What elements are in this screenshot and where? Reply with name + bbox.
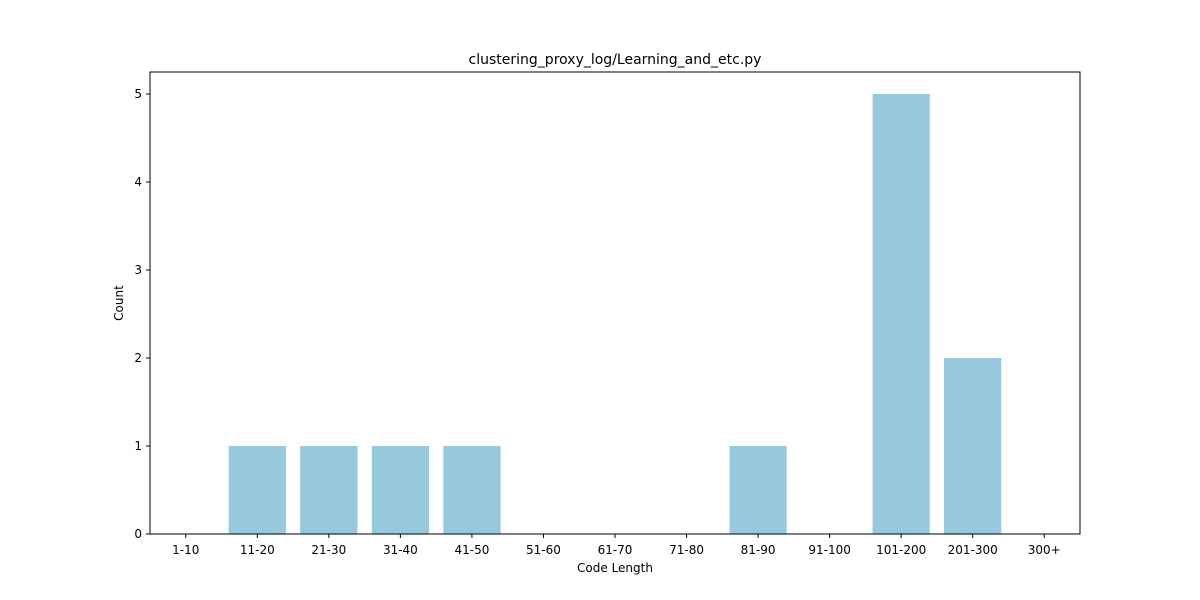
chart-title: clustering_proxy_log/Learning_and_etc.py <box>469 52 762 68</box>
y-tick-label: 2 <box>134 351 142 365</box>
x-tick-label: 31-40 <box>383 543 418 557</box>
x-tick-label: 41-50 <box>454 543 489 557</box>
bar-31-40 <box>371 446 429 534</box>
x-tick-label: 71-80 <box>669 543 704 557</box>
x-tick-label: 91-100 <box>808 543 851 557</box>
bar-41-50 <box>443 446 501 534</box>
x-tick-label: 300+ <box>1028 543 1061 557</box>
x-tick-label: 101-200 <box>876 543 926 557</box>
bar-201-300 <box>944 358 1002 534</box>
y-tick-label: 0 <box>134 527 142 541</box>
y-tick-label: 3 <box>134 263 142 277</box>
x-axis-ticks: 1-10 11-20 21-30 31-40 41-50 51-60 61-70 71-80 8… <box>172 534 1061 557</box>
bar-101-200 <box>872 94 930 534</box>
plot-area-frame <box>149 71 1081 535</box>
y-tick-label: 1 <box>134 439 142 453</box>
x-tick-label: 61-70 <box>598 543 633 557</box>
bar-series <box>228 94 1002 534</box>
bar-21-30 <box>300 446 358 534</box>
x-axis-label: Code Length <box>577 561 653 575</box>
bar-11-20 <box>228 446 286 534</box>
x-tick-label: 201-300 <box>948 543 998 557</box>
x-tick-label: 81-90 <box>741 543 776 557</box>
y-tick-label: 4 <box>134 175 142 189</box>
y-tick-label: 5 <box>134 87 142 101</box>
x-tick-label: 1-10 <box>172 543 199 557</box>
y-axis-ticks: 0 1 2 3 4 5 <box>134 87 150 541</box>
x-tick-label: 21-30 <box>311 543 346 557</box>
bar-81-90 <box>729 446 787 534</box>
y-axis-label: Count <box>112 285 126 321</box>
x-tick-label: 11-20 <box>240 543 275 557</box>
x-tick-label: 51-60 <box>526 543 561 557</box>
